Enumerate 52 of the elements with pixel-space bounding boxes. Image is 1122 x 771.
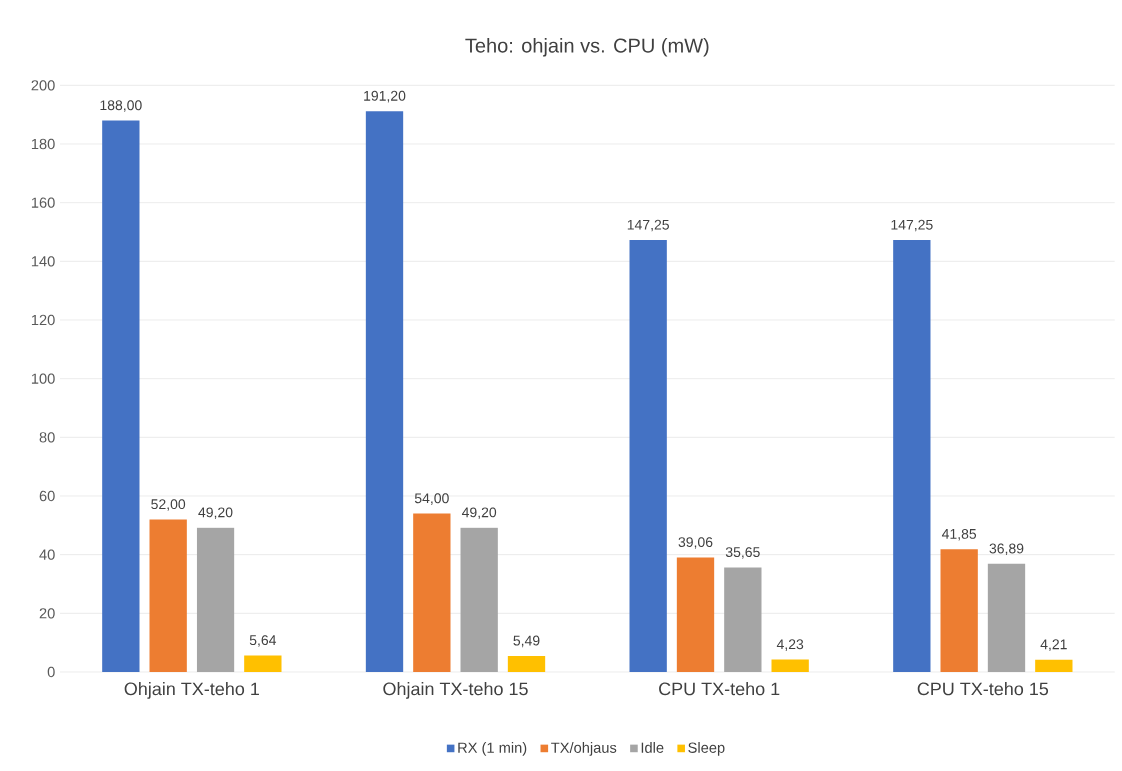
chart-title: Teho: ohjain vs. CPU (mW) bbox=[465, 37, 709, 57]
bar bbox=[196, 527, 235, 672]
y-tick-label: 0 bbox=[47, 666, 55, 678]
y-tick-label: 180 bbox=[31, 138, 55, 150]
legend-label: Sleep bbox=[688, 742, 725, 756]
bar bbox=[102, 120, 140, 672]
bar bbox=[460, 527, 498, 672]
data-label: 49,20 bbox=[461, 507, 497, 519]
bar bbox=[413, 513, 451, 672]
bar bbox=[893, 240, 931, 672]
bar bbox=[365, 111, 404, 672]
legend-label: RX (1 min) bbox=[458, 742, 527, 756]
bar bbox=[244, 655, 282, 672]
legend-label: TX/ohjaus bbox=[551, 742, 617, 756]
bar bbox=[676, 557, 715, 672]
data-label: 191,20 bbox=[364, 90, 406, 103]
x-tick-label: CPU TX-teho 1 bbox=[659, 682, 780, 696]
data-label: 147,25 bbox=[627, 219, 669, 232]
data-label: 4,21 bbox=[1040, 639, 1067, 651]
data-label: 35,65 bbox=[725, 547, 760, 559]
data-label: 49,20 bbox=[198, 507, 233, 519]
data-label: 36,89 bbox=[989, 543, 1024, 556]
bar bbox=[1035, 659, 1073, 672]
data-label: 147,25 bbox=[891, 219, 933, 232]
y-tick-label: 140 bbox=[31, 256, 55, 267]
y-tick-label: 120 bbox=[31, 314, 55, 326]
y-tick-label: 20 bbox=[39, 608, 55, 619]
data-label: 5,49 bbox=[513, 635, 540, 648]
bar bbox=[940, 549, 978, 672]
bar bbox=[771, 659, 809, 672]
x-tick-label: Ohjain TX-teho 15 bbox=[383, 682, 528, 699]
y-tick-label: 60 bbox=[39, 490, 55, 502]
data-label: 5,64 bbox=[249, 635, 277, 647]
y-tick-label: 80 bbox=[39, 432, 55, 443]
y-tick-label: 160 bbox=[31, 197, 55, 208]
bar bbox=[987, 563, 1026, 672]
x-tick-label: Ohjain TX-teho 1 bbox=[124, 682, 259, 699]
y-tick-label: 40 bbox=[39, 549, 55, 560]
x-tick-label: CPU TX-teho 15 bbox=[917, 682, 1049, 696]
y-tick-label: 200 bbox=[31, 80, 55, 91]
data-label: 39,06 bbox=[678, 537, 713, 549]
y-tick-label: 100 bbox=[31, 373, 55, 384]
data-label: 188,00 bbox=[100, 100, 142, 112]
data-label: 54,00 bbox=[414, 493, 449, 505]
bar bbox=[507, 655, 546, 672]
bar bbox=[724, 567, 762, 672]
bar bbox=[629, 240, 667, 672]
data-label: 4,23 bbox=[776, 639, 804, 651]
bar bbox=[149, 519, 187, 672]
data-label: 52,00 bbox=[151, 499, 186, 511]
data-label: 41,85 bbox=[941, 528, 977, 541]
legend-label: Idle bbox=[641, 742, 664, 753]
